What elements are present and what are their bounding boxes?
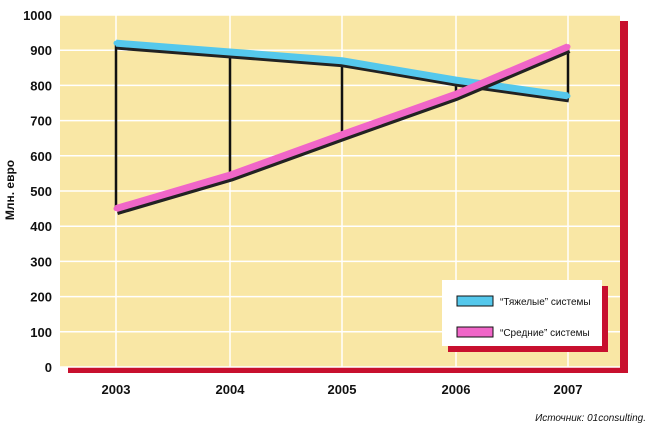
legend-swatch-medium [456, 326, 494, 338]
x-tick-label: 2007 [554, 382, 583, 397]
data-point-1 [565, 44, 571, 50]
x-tick-label: 2006 [442, 382, 471, 397]
legend-swatch-heavy [456, 295, 494, 307]
data-point-0 [339, 58, 345, 64]
data-point-1 [113, 206, 119, 212]
y-tick-label: 200 [30, 290, 52, 305]
x-tick-label: 2005 [328, 382, 357, 397]
y-axis-ticks: 0 100 200 300 400 500 600 700 800 900 1000 [23, 8, 52, 375]
source-note: Источник: 01consulting. [535, 413, 646, 424]
data-point-0 [227, 49, 233, 55]
series-lines [113, 39, 571, 215]
y-tick-label: 300 [30, 254, 52, 269]
data-point-1 [227, 172, 233, 178]
y-tick-label: 500 [30, 184, 52, 199]
y-tick-label: 1000 [23, 8, 52, 23]
y-tick-label: 600 [30, 149, 52, 164]
data-point-1 [453, 91, 459, 97]
y-tick-label: 800 [30, 78, 52, 93]
legend-label-medium: “Средние” системы [500, 328, 590, 339]
x-tick-label: 2004 [216, 382, 246, 397]
legend-label-heavy: “Тяжелые” системы [500, 297, 591, 308]
data-point-1 [339, 132, 345, 138]
x-axis-ticks: 2003 2004 2005 2006 2007 [102, 382, 583, 397]
x-tick-label: 2003 [102, 382, 131, 397]
y-tick-label: 900 [30, 43, 52, 58]
y-axis-label: Млн. евро [3, 160, 17, 220]
y-tick-label: 100 [30, 325, 52, 340]
data-point-0 [565, 93, 571, 99]
y-tick-label: 0 [45, 360, 52, 375]
data-point-0 [453, 77, 459, 83]
data-point-0 [113, 40, 119, 46]
grid-lines [60, 14, 620, 368]
y-tick-label: 700 [30, 114, 52, 129]
legend: “Тяжелые” системы “Средние” системы [442, 280, 608, 352]
y-tick-label: 400 [30, 219, 52, 234]
